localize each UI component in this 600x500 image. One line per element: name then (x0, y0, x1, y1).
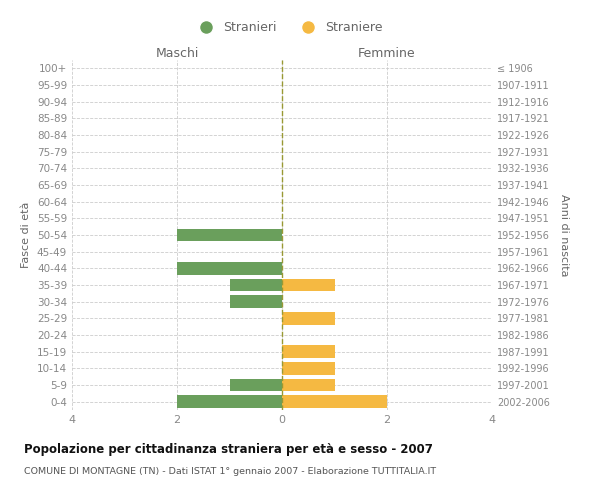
Bar (282, 346, 335, 358)
Y-axis label: Fasce di età: Fasce di età (22, 202, 31, 268)
Y-axis label: Anni di nascita: Anni di nascita (559, 194, 569, 276)
Bar (177, 229, 282, 241)
Bar (229, 279, 282, 291)
Bar (282, 379, 335, 391)
Text: COMUNE DI MONTAGNE (TN) - Dati ISTAT 1° gennaio 2007 - Elaborazione TUTTITALIA.I: COMUNE DI MONTAGNE (TN) - Dati ISTAT 1° … (24, 468, 436, 476)
Bar (177, 262, 282, 274)
Text: Popolazione per cittadinanza straniera per età e sesso - 2007: Popolazione per cittadinanza straniera p… (24, 442, 433, 456)
Text: Maschi: Maschi (155, 47, 199, 60)
Bar (282, 362, 335, 374)
Text: Femmine: Femmine (358, 47, 416, 60)
Legend: Stranieri, Straniere: Stranieri, Straniere (188, 16, 388, 40)
Bar (282, 279, 335, 291)
Bar (229, 379, 282, 391)
Bar (282, 312, 335, 324)
Bar (177, 396, 282, 408)
Bar (229, 296, 282, 308)
Bar (282, 396, 387, 408)
